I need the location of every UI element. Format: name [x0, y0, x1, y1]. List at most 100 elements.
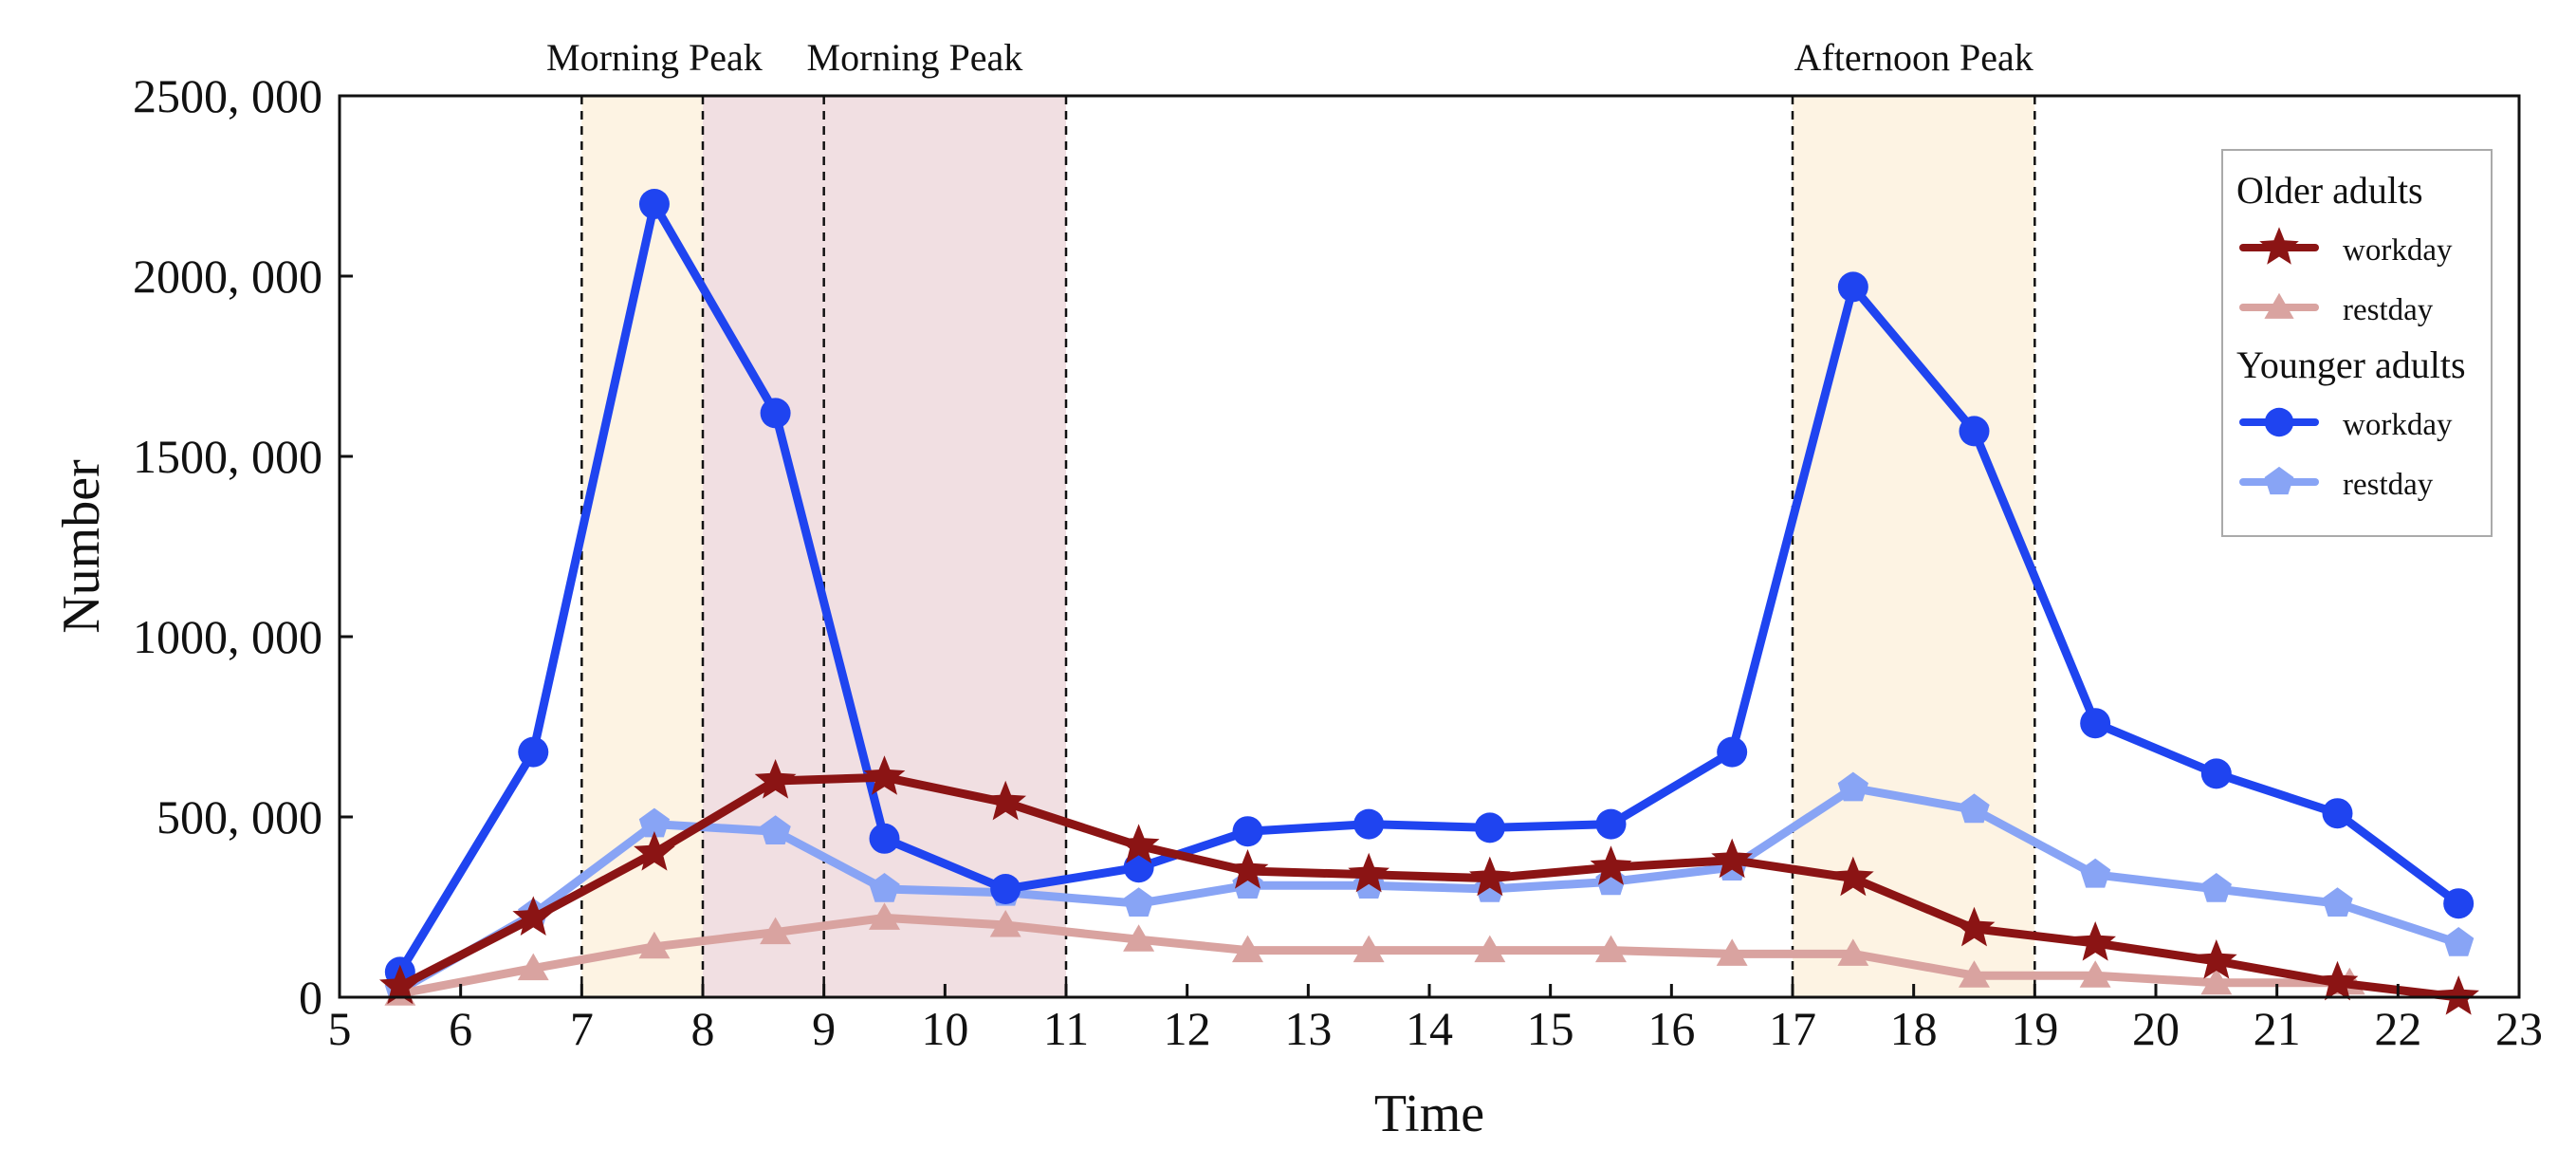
x-tick-label: 17 [1769, 1002, 1816, 1055]
data-point-older_workday [1469, 856, 1511, 897]
x-tick-label: 11 [1043, 1002, 1089, 1055]
x-tick-label: 10 [921, 1002, 968, 1055]
data-point-older_workday [2438, 975, 2479, 1015]
x-tick-label: 18 [1890, 1002, 1938, 1055]
x-tick-label: 5 [328, 1002, 352, 1055]
x-tick-label: 19 [2011, 1002, 2058, 1055]
data-point-older_restday [1716, 938, 1748, 966]
x-tick-label: 14 [1406, 1002, 1453, 1055]
data-point-older_workday [1226, 849, 1269, 889]
y-axis-title: Number [52, 459, 111, 634]
data-point-older_workday [1953, 906, 1996, 947]
data-point-older_restday [1837, 938, 1869, 966]
legend-label-older_workday: workday [2343, 233, 2453, 268]
series-older_workday [379, 755, 2479, 1015]
shaded-bands [581, 96, 2035, 997]
data-point-younger_workday [2322, 798, 2353, 829]
y-tick-label: 1000, 000 [133, 610, 322, 663]
peak-label: Morning Peak [807, 36, 1023, 79]
data-point-younger_workday [1353, 808, 1385, 840]
x-tick-label: 15 [1527, 1002, 1574, 1055]
y-tick-label: 2500, 000 [133, 69, 322, 122]
legend-box [2221, 149, 2493, 537]
data-point-older_restday [760, 917, 792, 945]
x-tick-label: 6 [449, 1002, 472, 1055]
data-point-younger_workday [2443, 888, 2475, 919]
data-point-older_workday [1590, 845, 1632, 885]
legend-label-younger_workday: workday [2343, 408, 2453, 442]
data-point-older_workday [2316, 960, 2359, 1001]
legend: Older adults workday restday Younger adults… [2221, 149, 2493, 537]
data-point-younger_restday [1959, 793, 1990, 824]
data-point-younger_restday [2443, 927, 2475, 956]
data-point-older_restday [1474, 935, 1506, 963]
x-tick-label: 22 [2374, 1002, 2421, 1055]
data-point-older_workday [2196, 939, 2237, 979]
x-tick-label: 21 [2254, 1002, 2301, 1055]
data-point-younger_workday [1232, 816, 1263, 847]
data-point-older_workday [1832, 856, 1874, 897]
series-line-younger_restday [396, 784, 2463, 994]
data-point-older_restday [2200, 967, 2233, 995]
data-point-younger_workday [1595, 808, 1627, 840]
data-point-younger_workday [869, 823, 900, 854]
data-point-younger_workday [1717, 736, 1748, 768]
data-point-older_workday [634, 831, 675, 871]
data-point-older_restday [638, 931, 671, 959]
data-point-older_workday [379, 964, 421, 1005]
y-tick-label: 2000, 000 [133, 250, 322, 303]
data-point-older_restday [1123, 924, 1155, 952]
data-point-younger_workday [1474, 812, 1505, 844]
series-younger_workday [384, 189, 2475, 988]
x-tick-label: 9 [812, 1002, 836, 1055]
peak-band-3 [1793, 96, 2035, 997]
data-point-older_restday [989, 910, 1021, 937]
data-point-older_restday [1595, 935, 1627, 963]
data-point-older_workday [2074, 921, 2116, 961]
x-tick-label: 7 [570, 1002, 594, 1055]
data-point-older_workday [1711, 838, 1753, 879]
legend-marker-younger_workday [2264, 407, 2294, 437]
series-line-older_workday [396, 772, 2463, 1002]
peak-band-2 [703, 96, 1066, 997]
data-point-older_restday [1232, 935, 1263, 963]
data-point-younger_restday [869, 873, 900, 902]
data-point-older_restday [869, 902, 900, 930]
y-tick-label: 1500, 000 [133, 430, 322, 483]
x-axis-title: Time [1374, 1085, 1484, 1143]
data-point-younger_workday [990, 874, 1021, 904]
peak-label: Afternoon Peak [1794, 36, 2033, 79]
data-point-younger_restday [2322, 887, 2353, 917]
legend-label-older_restday: restday [2343, 293, 2434, 327]
band-labels: Morning Peak Morning Peak Afternoon Peak [546, 36, 2033, 79]
y-tick-label: 500, 000 [156, 790, 322, 844]
y-tick-label: 0 [299, 971, 322, 1024]
peak-label: Morning Peak [546, 36, 763, 79]
x-tick-label: 23 [2495, 1002, 2543, 1055]
data-point-older_restday [1352, 935, 1385, 963]
data-point-younger_restday [2200, 873, 2232, 902]
data-point-younger_workday [638, 189, 670, 219]
data-point-younger_restday [1123, 887, 1154, 917]
tick-labels: 5 6 7 8 9 10 11 12 13 14 15 16 17 18 19 20 21 22 23 0 500, 0… [52, 69, 2543, 1143]
data-point-older_workday [512, 896, 555, 936]
series-lines [379, 189, 2479, 1015]
data-point-older_workday [984, 780, 1026, 821]
data-point-younger_workday [1959, 416, 1990, 447]
data-point-younger_workday [1837, 271, 1868, 303]
data-point-older_workday [1348, 852, 1389, 893]
data-point-younger_restday [760, 815, 791, 844]
data-point-younger_restday [2080, 858, 2111, 888]
data-point-older_restday [1959, 960, 1990, 988]
legend-marker-younger_restday [2264, 466, 2294, 495]
x-tick-label: 8 [691, 1002, 715, 1055]
data-point-older_restday [517, 953, 549, 981]
legend-label-younger_restday: restday [2343, 468, 2434, 502]
data-point-younger_restday [1837, 771, 1868, 802]
data-point-older_workday [1117, 824, 1160, 863]
series-line-younger_workday [396, 199, 2463, 976]
data-point-younger_workday [2080, 708, 2111, 739]
x-tick-label: 13 [1284, 1002, 1332, 1055]
data-point-older_workday [754, 759, 797, 799]
